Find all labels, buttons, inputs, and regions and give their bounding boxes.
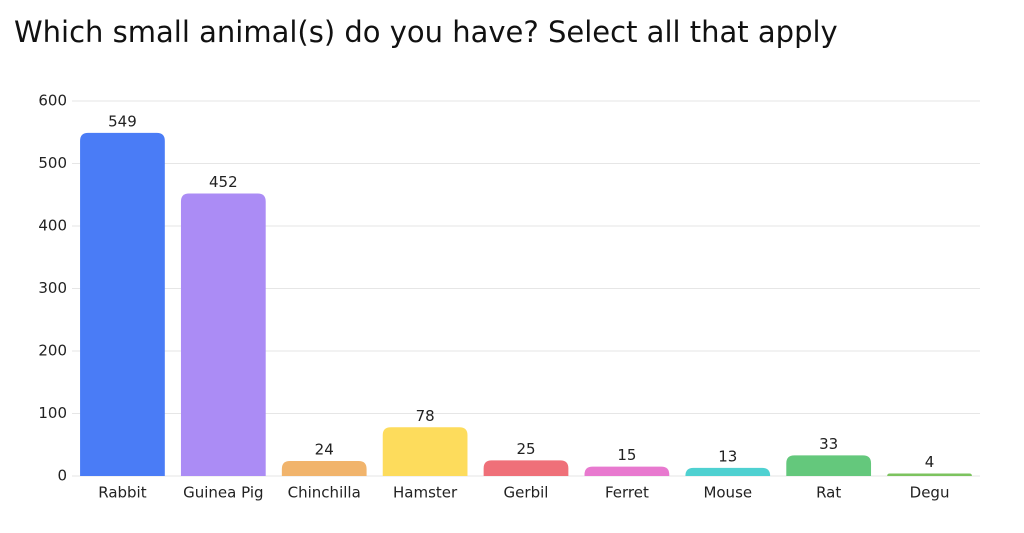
x-tick-label: Rat: [816, 484, 841, 502]
data-label: 4: [925, 453, 935, 471]
data-label: 15: [617, 446, 636, 464]
x-tick-label: Guinea Pig: [183, 484, 263, 502]
x-tick-label: Mouse: [703, 484, 752, 502]
y-tick-label: 400: [38, 217, 67, 235]
data-label: 78: [416, 407, 435, 425]
data-label: 24: [315, 441, 334, 459]
y-tick-label: 600: [38, 92, 67, 110]
y-tick-label: 100: [38, 404, 67, 422]
data-label: 13: [718, 447, 737, 465]
y-tick-label: 0: [57, 467, 67, 485]
data-label: 33: [819, 435, 838, 453]
bar: [685, 467, 771, 476]
x-tick-label: Ferret: [605, 484, 649, 502]
x-tick-label: Chinchilla: [288, 484, 361, 502]
y-tick-label: 500: [38, 154, 67, 172]
bar: [584, 466, 670, 476]
y-tick-label: 300: [38, 279, 67, 297]
bar: [887, 473, 972, 476]
data-label: 452: [209, 173, 238, 191]
chart-title: Which small animal(s) do you have? Selec…: [14, 15, 838, 49]
x-tick-label: Gerbil: [504, 484, 549, 502]
bar: [382, 427, 468, 476]
data-label: 549: [108, 112, 137, 130]
bar: [281, 461, 367, 476]
bar: [80, 132, 165, 476]
x-tick-label: Rabbit: [98, 484, 146, 502]
y-tick-label: 200: [38, 342, 67, 360]
x-tick-label: Hamster: [393, 484, 458, 502]
x-tick-label: Degu: [910, 484, 950, 502]
bar: [180, 193, 266, 476]
data-label: 25: [516, 440, 535, 458]
bar: [786, 455, 872, 476]
bar: [483, 460, 569, 476]
